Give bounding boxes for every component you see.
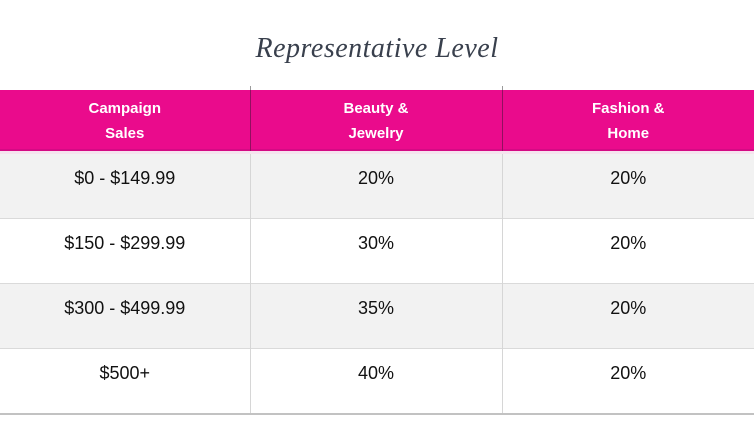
header-cell-fashion-home: Fashion & Home — [501, 90, 754, 154]
table-header-row: Campaign Sales Beauty & Jewelry Fashion … — [0, 90, 754, 154]
cell-fashion-home-rate: 20% — [501, 152, 754, 219]
page-title: Representative Level — [255, 33, 499, 64]
cell-fashion-home-rate: 20% — [501, 218, 754, 284]
cell-beauty-jewelry-rate: 20% — [249, 152, 502, 219]
table-row: $300 - $499.99 35% 20% — [0, 283, 754, 349]
commission-rate-table: Campaign Sales Beauty & Jewelry Fashion … — [0, 90, 754, 415]
cell-sales-range: $0 - $149.99 — [0, 152, 250, 219]
table-row: $150 - $299.99 30% 20% — [0, 218, 754, 284]
cell-beauty-jewelry-rate: 40% — [249, 348, 502, 415]
cell-sales-range: $300 - $499.99 — [0, 283, 250, 349]
header-cell-beauty-jewelry: Beauty & Jewelry — [249, 90, 502, 154]
cell-beauty-jewelry-rate: 30% — [249, 218, 502, 284]
cell-fashion-home-rate: 20% — [501, 348, 754, 415]
cell-beauty-jewelry-rate: 35% — [249, 283, 502, 349]
table-row: $0 - $149.99 20% 20% — [0, 152, 754, 219]
title-area: Representative Level — [0, 0, 754, 90]
cell-sales-range: $150 - $299.99 — [0, 218, 250, 284]
header-cell-campaign-sales: Campaign Sales — [0, 90, 250, 154]
column-border-tick — [502, 86, 503, 90]
column-border-tick — [250, 86, 251, 90]
cell-sales-range: $500+ — [0, 348, 250, 415]
cell-fashion-home-rate: 20% — [501, 283, 754, 349]
table-row: $500+ 40% 20% — [0, 348, 754, 415]
